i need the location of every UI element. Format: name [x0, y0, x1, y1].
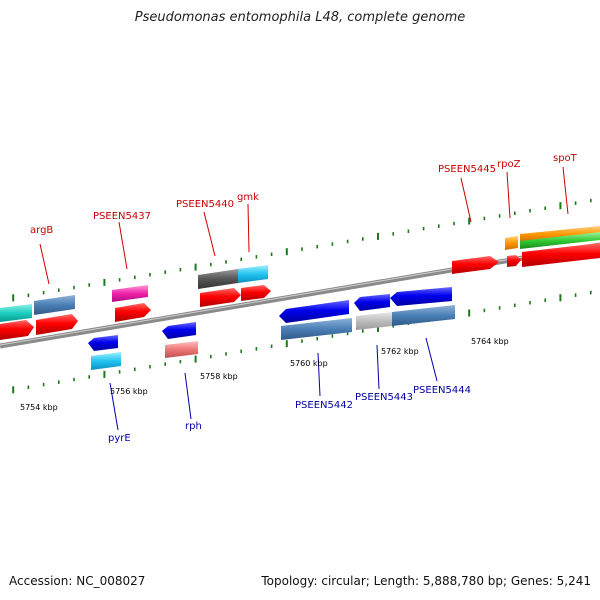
map-title: Pseudomonas entomophila L48, complete ge… [134, 10, 466, 25]
kbp-label-5756: 5756 kbp [110, 387, 148, 396]
gene-arrow-PSEEN5443-blue[interactable] [354, 294, 390, 311]
topology-label: Topology: circular; Length: 5,888,780 bp… [261, 574, 591, 588]
kbp-scale-labels: 5754 kbp 5756 kbp 5758 kbp 5760 kbp 5762… [20, 337, 509, 412]
reverse-strand-genes [88, 287, 455, 370]
gene-labels-bottom: pyrE rph PSEEN5442 PSEEN5443 PSEEN5444 [108, 385, 471, 444]
gene-label-PSEEN5437[interactable]: PSEEN5437 [93, 211, 151, 222]
gene-arrow-PSEEN5445-red[interactable] [452, 256, 499, 274]
gene-arrow-spoT-red[interactable] [522, 243, 600, 267]
accession-label: Accession: NC_008027 [9, 574, 146, 588]
gene-arrow-argB[interactable] [0, 320, 34, 340]
gene-label-gmk[interactable]: gmk [237, 192, 259, 203]
gene-arrow-PSEEN5442-blue[interactable] [279, 300, 349, 323]
gene-arrow-gmk-red[interactable] [241, 285, 271, 301]
top-label-leaders [39, 166, 569, 285]
bottom-label-leaders [109, 337, 438, 431]
kbp-label-5754: 5754 kbp [20, 403, 58, 412]
gene-arrow-PSEEN5437-magenta[interactable] [112, 285, 148, 302]
gene-label-pyrE[interactable]: pyrE [108, 433, 131, 444]
gene-arrow-PSEEN5443-light[interactable] [356, 312, 392, 330]
gene-arrow-PSEEN5440-red[interactable] [200, 288, 241, 307]
gene-arrow-steelblue[interactable] [34, 295, 75, 315]
genome-backbone [0, 242, 600, 349]
gene-arrow-gmk-cyan[interactable] [238, 265, 268, 283]
gene-label-PSEEN5440[interactable]: PSEEN5440 [176, 199, 234, 210]
gene-label-PSEEN5443[interactable]: PSEEN5443 [355, 392, 413, 403]
gene-arrow-rpoZ-orange[interactable] [505, 236, 518, 250]
gene-arrow-spoT-orange[interactable] [520, 226, 600, 242]
gene-arrow-pyrE-blue[interactable] [88, 335, 118, 351]
gene-label-rpoZ[interactable]: rpoZ [497, 159, 521, 170]
gene-label-rph[interactable]: rph [185, 421, 202, 432]
gene-arrow-PSEEN5437-red[interactable] [115, 303, 151, 322]
gene-arrow-PSEEN5440-gray[interactable] [198, 269, 238, 289]
gene-arrow-red[interactable] [36, 314, 78, 335]
gene-label-PSEEN5442[interactable]: PSEEN5442 [295, 400, 353, 411]
kbp-label-5760: 5760 kbp [290, 359, 328, 368]
gene-labels-top: argB PSEEN5437 PSEEN5440 gmk PSEEN5445 r… [30, 153, 578, 236]
forward-strand-genes [0, 226, 600, 340]
gene-arrow-PSEEN5442-steel[interactable] [281, 318, 352, 340]
gene-label-argB[interactable]: argB [30, 225, 53, 236]
gene-arrow-pyrE-cyan[interactable] [91, 352, 121, 370]
gene-arrow-teal[interactable] [0, 304, 32, 322]
kbp-label-5758: 5758 kbp [200, 372, 238, 381]
gene-label-PSEEN5444[interactable]: PSEEN5444 [413, 385, 471, 396]
gene-label-PSEEN5445[interactable]: PSEEN5445 [438, 164, 496, 175]
gene-arrow-rph-pink[interactable] [165, 341, 198, 358]
gene-arrow-rpoZ-red[interactable] [507, 255, 521, 267]
gene-arrow-rph-blue[interactable] [162, 322, 196, 339]
kbp-label-5762: 5762 kbp [381, 347, 419, 356]
gene-arrow-PSEEN5444-steel[interactable] [392, 305, 455, 326]
tick-row-top [12, 198, 592, 302]
gene-arrow-spoT-green[interactable] [520, 232, 600, 249]
gene-label-spoT[interactable]: spoT [553, 153, 578, 164]
gene-arrow-PSEEN5444-blue[interactable] [390, 287, 452, 306]
kbp-label-5764: 5764 kbp [471, 337, 509, 346]
genome-backbone-highlight [0, 243, 600, 346]
